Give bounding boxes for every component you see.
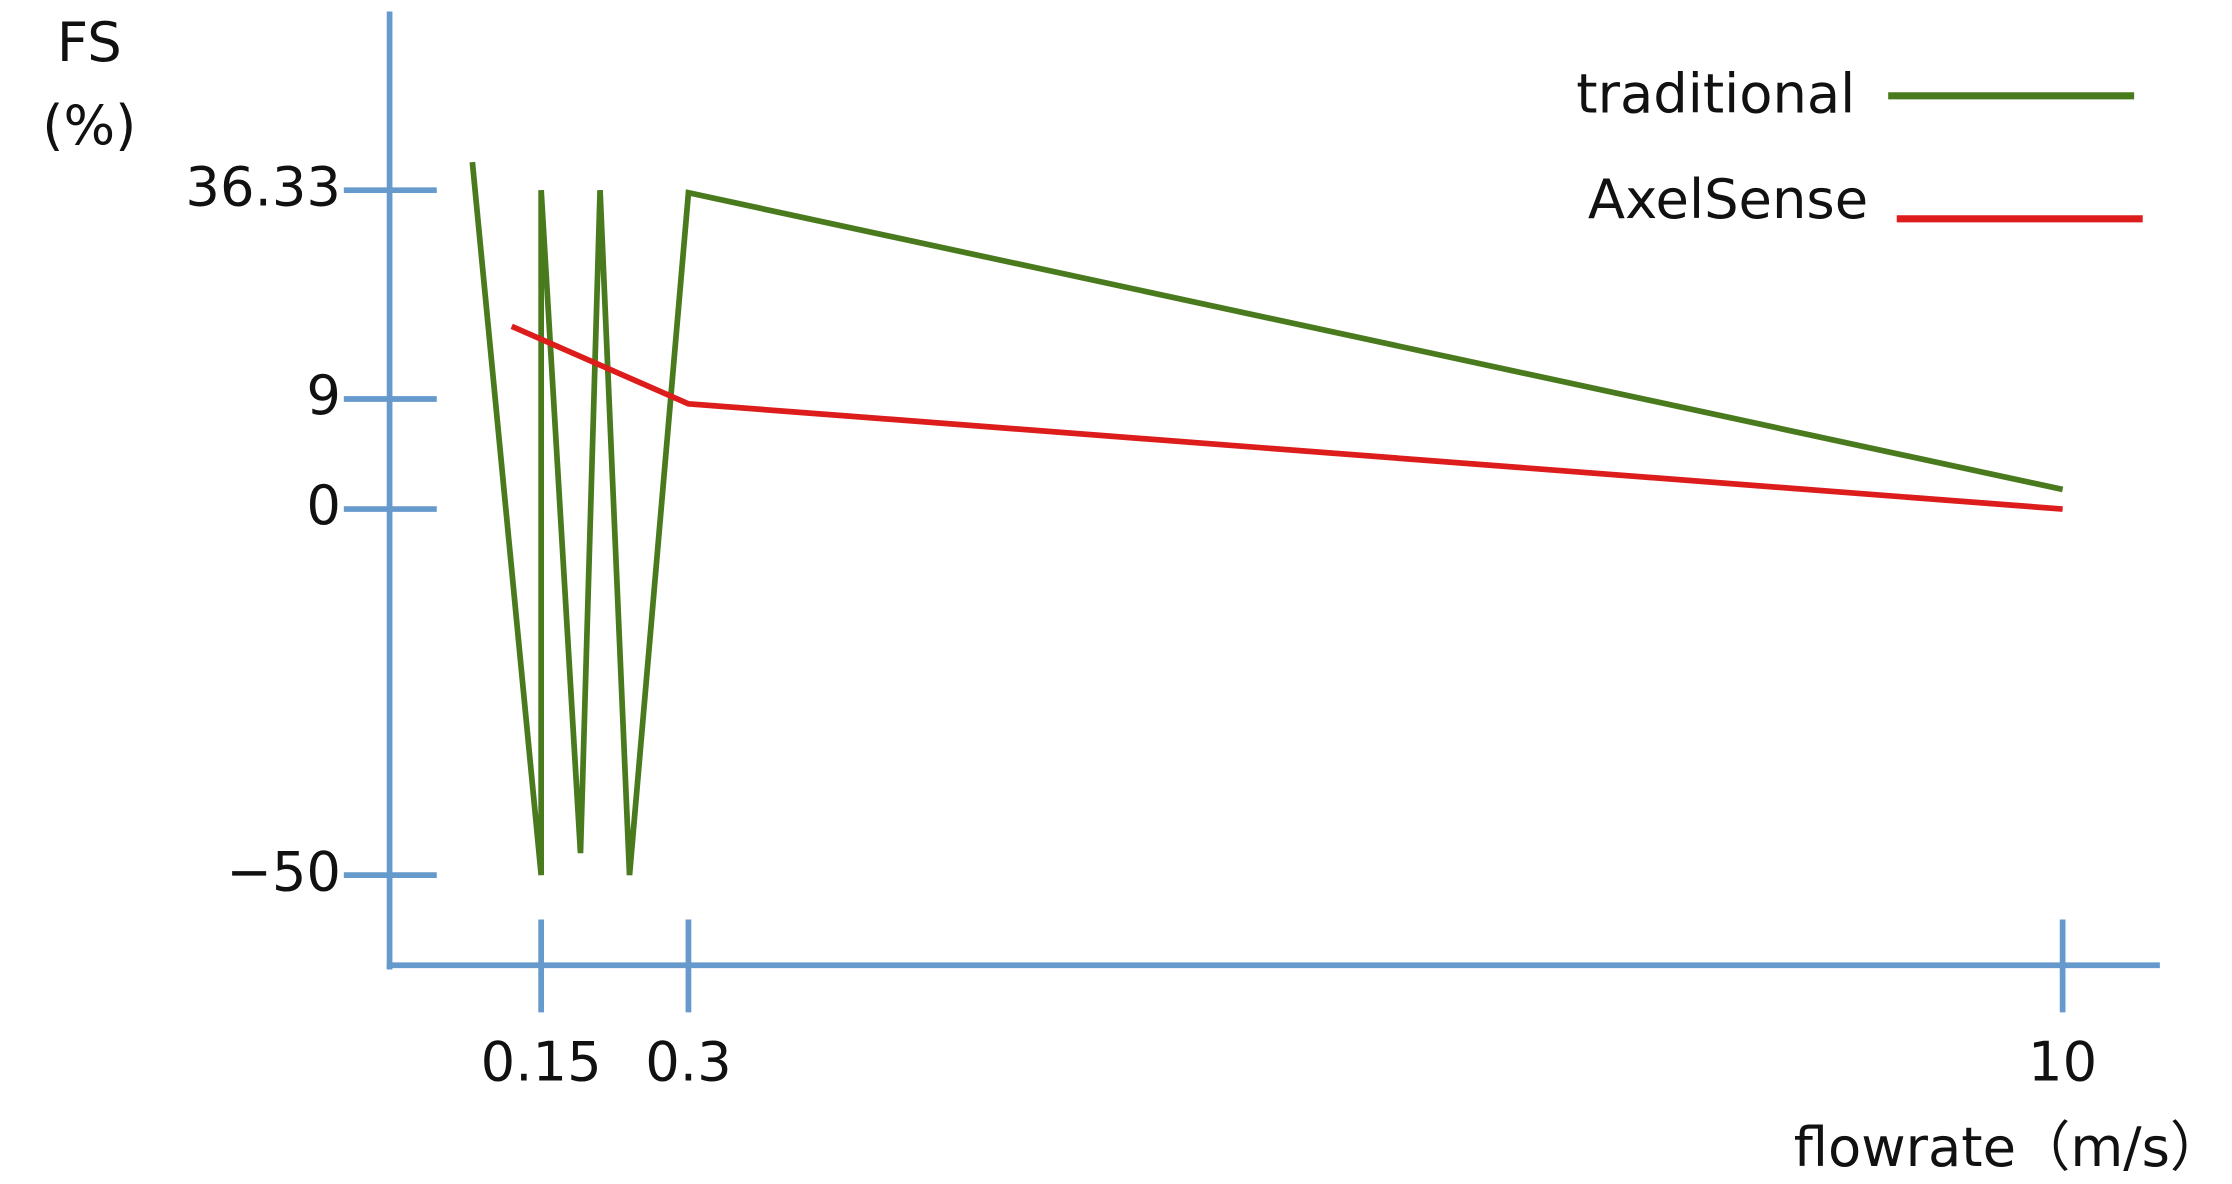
y-tick-label: 36.33 (185, 155, 341, 218)
legend-label: AxelSense (1588, 168, 1868, 231)
series-line (510, 323, 2063, 512)
y-axis-title: (%) (42, 94, 136, 157)
x-tick-label: 0.15 (481, 1030, 602, 1093)
legend-label: traditional (1576, 62, 1855, 125)
x-axis-title: flowrate（m/s） (1794, 1116, 2224, 1179)
y-axis-title: FS (57, 11, 122, 74)
y-tick-label: −50 (226, 840, 341, 903)
y-tick-label: 9 (306, 364, 341, 427)
x-tick-label: 10 (2028, 1030, 2097, 1093)
y-tick-label: 0 (306, 474, 341, 537)
series-line (469, 161, 2064, 876)
x-tick-label: 0.3 (645, 1030, 731, 1093)
